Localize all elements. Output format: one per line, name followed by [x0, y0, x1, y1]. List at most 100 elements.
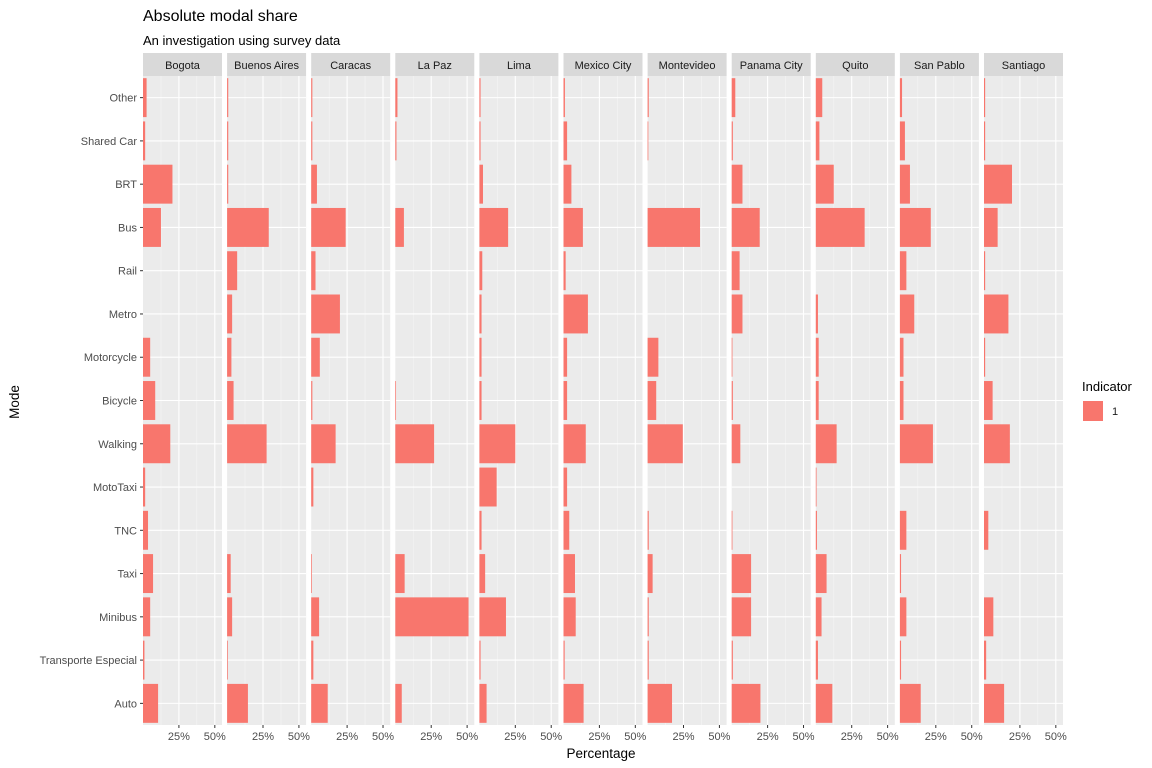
bar-walking [395, 424, 435, 464]
facet-strip-label: Buenos Aires [234, 60, 299, 72]
chart-subtitle: An investigation using survey data [143, 33, 341, 48]
bar-auto [143, 683, 159, 723]
y-axis-title: Mode [7, 385, 22, 419]
bar-bicycle [395, 381, 397, 420]
facet-strip [311, 53, 391, 76]
facet-caracas: Caracas 25% 50% [311, 53, 394, 743]
bar-bicycle [899, 381, 904, 420]
bar-bus [647, 207, 701, 247]
bar-bus [815, 207, 865, 247]
bar-shared-car [563, 121, 568, 161]
bar-minibus [647, 597, 649, 637]
x-tick-label: 25% [336, 731, 358, 743]
x-tick-label: 50% [372, 731, 394, 743]
facet-lima: Lima 25% 50% [479, 53, 562, 743]
bar-bicycle [479, 381, 482, 420]
bar-brt [899, 164, 910, 204]
bar-auto [647, 683, 673, 723]
bar-metro [815, 294, 818, 334]
bar-other [815, 78, 823, 118]
facet-santiago: Santiago 25% 50% [984, 53, 1067, 743]
bar-motorcycle [311, 337, 320, 377]
facet-strip [815, 53, 895, 76]
bar-motorcycle [731, 337, 733, 377]
bar-mototaxi [479, 467, 497, 507]
bar-auto [815, 683, 833, 723]
bar-auto [227, 683, 248, 723]
bar-bus [227, 207, 269, 247]
bar-auto [984, 683, 1005, 723]
bar-bus [311, 207, 346, 247]
bar-minibus [563, 597, 576, 637]
bar-auto [395, 683, 402, 723]
y-tick-label: Bicycle [102, 396, 137, 408]
bar-walking [479, 424, 516, 464]
bar-tnc [984, 510, 989, 550]
facet-strip-label: Bogota [165, 60, 201, 72]
bar-bus [395, 207, 404, 247]
bar-other [984, 78, 986, 118]
facet-strip-label: Lima [507, 60, 532, 72]
bar-shared-car [143, 121, 146, 161]
bar-brt [143, 164, 173, 204]
bar-mototaxi [815, 467, 817, 507]
bar-minibus [311, 597, 320, 637]
bar-rail [311, 251, 316, 291]
bar-bicycle [227, 381, 234, 420]
bar-metro [227, 294, 233, 334]
bar-brt [563, 164, 572, 204]
facet-strip-label: Santiago [1002, 60, 1045, 72]
bar-tnc [563, 510, 570, 550]
bar-bicycle [311, 381, 313, 420]
x-axis-title: Percentage [566, 746, 635, 761]
bar-shared-car [311, 121, 313, 161]
bar-auto [731, 683, 761, 723]
bar-minibus [143, 597, 151, 637]
bar-metro [563, 294, 588, 334]
facet-san-pablo: San Pablo 25% 50% [899, 53, 983, 743]
bar-shared-car [227, 121, 229, 161]
facet-strip-label: La Paz [418, 60, 452, 72]
bar-shared-car [395, 121, 397, 161]
bar-shared-car [815, 121, 820, 161]
bar-minibus [984, 597, 994, 637]
legend-key [1083, 401, 1103, 421]
facet-strip [731, 53, 811, 76]
x-tick-label: 25% [588, 731, 610, 743]
bar-shared-car [647, 121, 649, 161]
bar-brt [984, 164, 1013, 204]
bar-brt [479, 164, 483, 204]
bar-transporte-especial [731, 640, 733, 680]
facet-strip-label: San Pablo [914, 60, 965, 72]
bar-bus [984, 207, 998, 247]
facet-strip [563, 53, 643, 76]
facet-strip [143, 53, 222, 76]
bar-transporte-especial [984, 640, 987, 680]
bar-rail [563, 251, 566, 291]
y-axis: Other Shared Car BRT Bus Rail Metro Motorcycle… [40, 93, 143, 710]
bar-bicycle [984, 381, 993, 420]
x-tick-label: 25% [420, 731, 442, 743]
bar-minibus [815, 597, 822, 637]
bar-auto [311, 683, 328, 723]
y-tick-label: MotoTaxi [93, 482, 137, 494]
bar-transporte-especial [227, 640, 228, 680]
bar-walking [984, 424, 1010, 464]
legend: Indicator 1 [1082, 379, 1133, 421]
x-tick-label: 50% [540, 731, 562, 743]
bar-auto [899, 683, 921, 723]
bar-motorcycle [984, 337, 986, 377]
bar-tnc [815, 510, 817, 550]
bar-minibus [395, 597, 469, 637]
legend-label: 1 [1112, 406, 1118, 418]
bar-transporte-especial [143, 640, 145, 680]
bar-taxi [227, 554, 231, 594]
bar-taxi [563, 554, 575, 594]
bar-walking [731, 424, 741, 464]
y-tick-label: Motorcycle [84, 352, 137, 364]
x-tick-label: 50% [708, 731, 730, 743]
bar-auto [479, 683, 487, 723]
bar-metro [899, 294, 915, 334]
facet-strip [899, 53, 979, 76]
bar-bicycle [815, 381, 819, 420]
